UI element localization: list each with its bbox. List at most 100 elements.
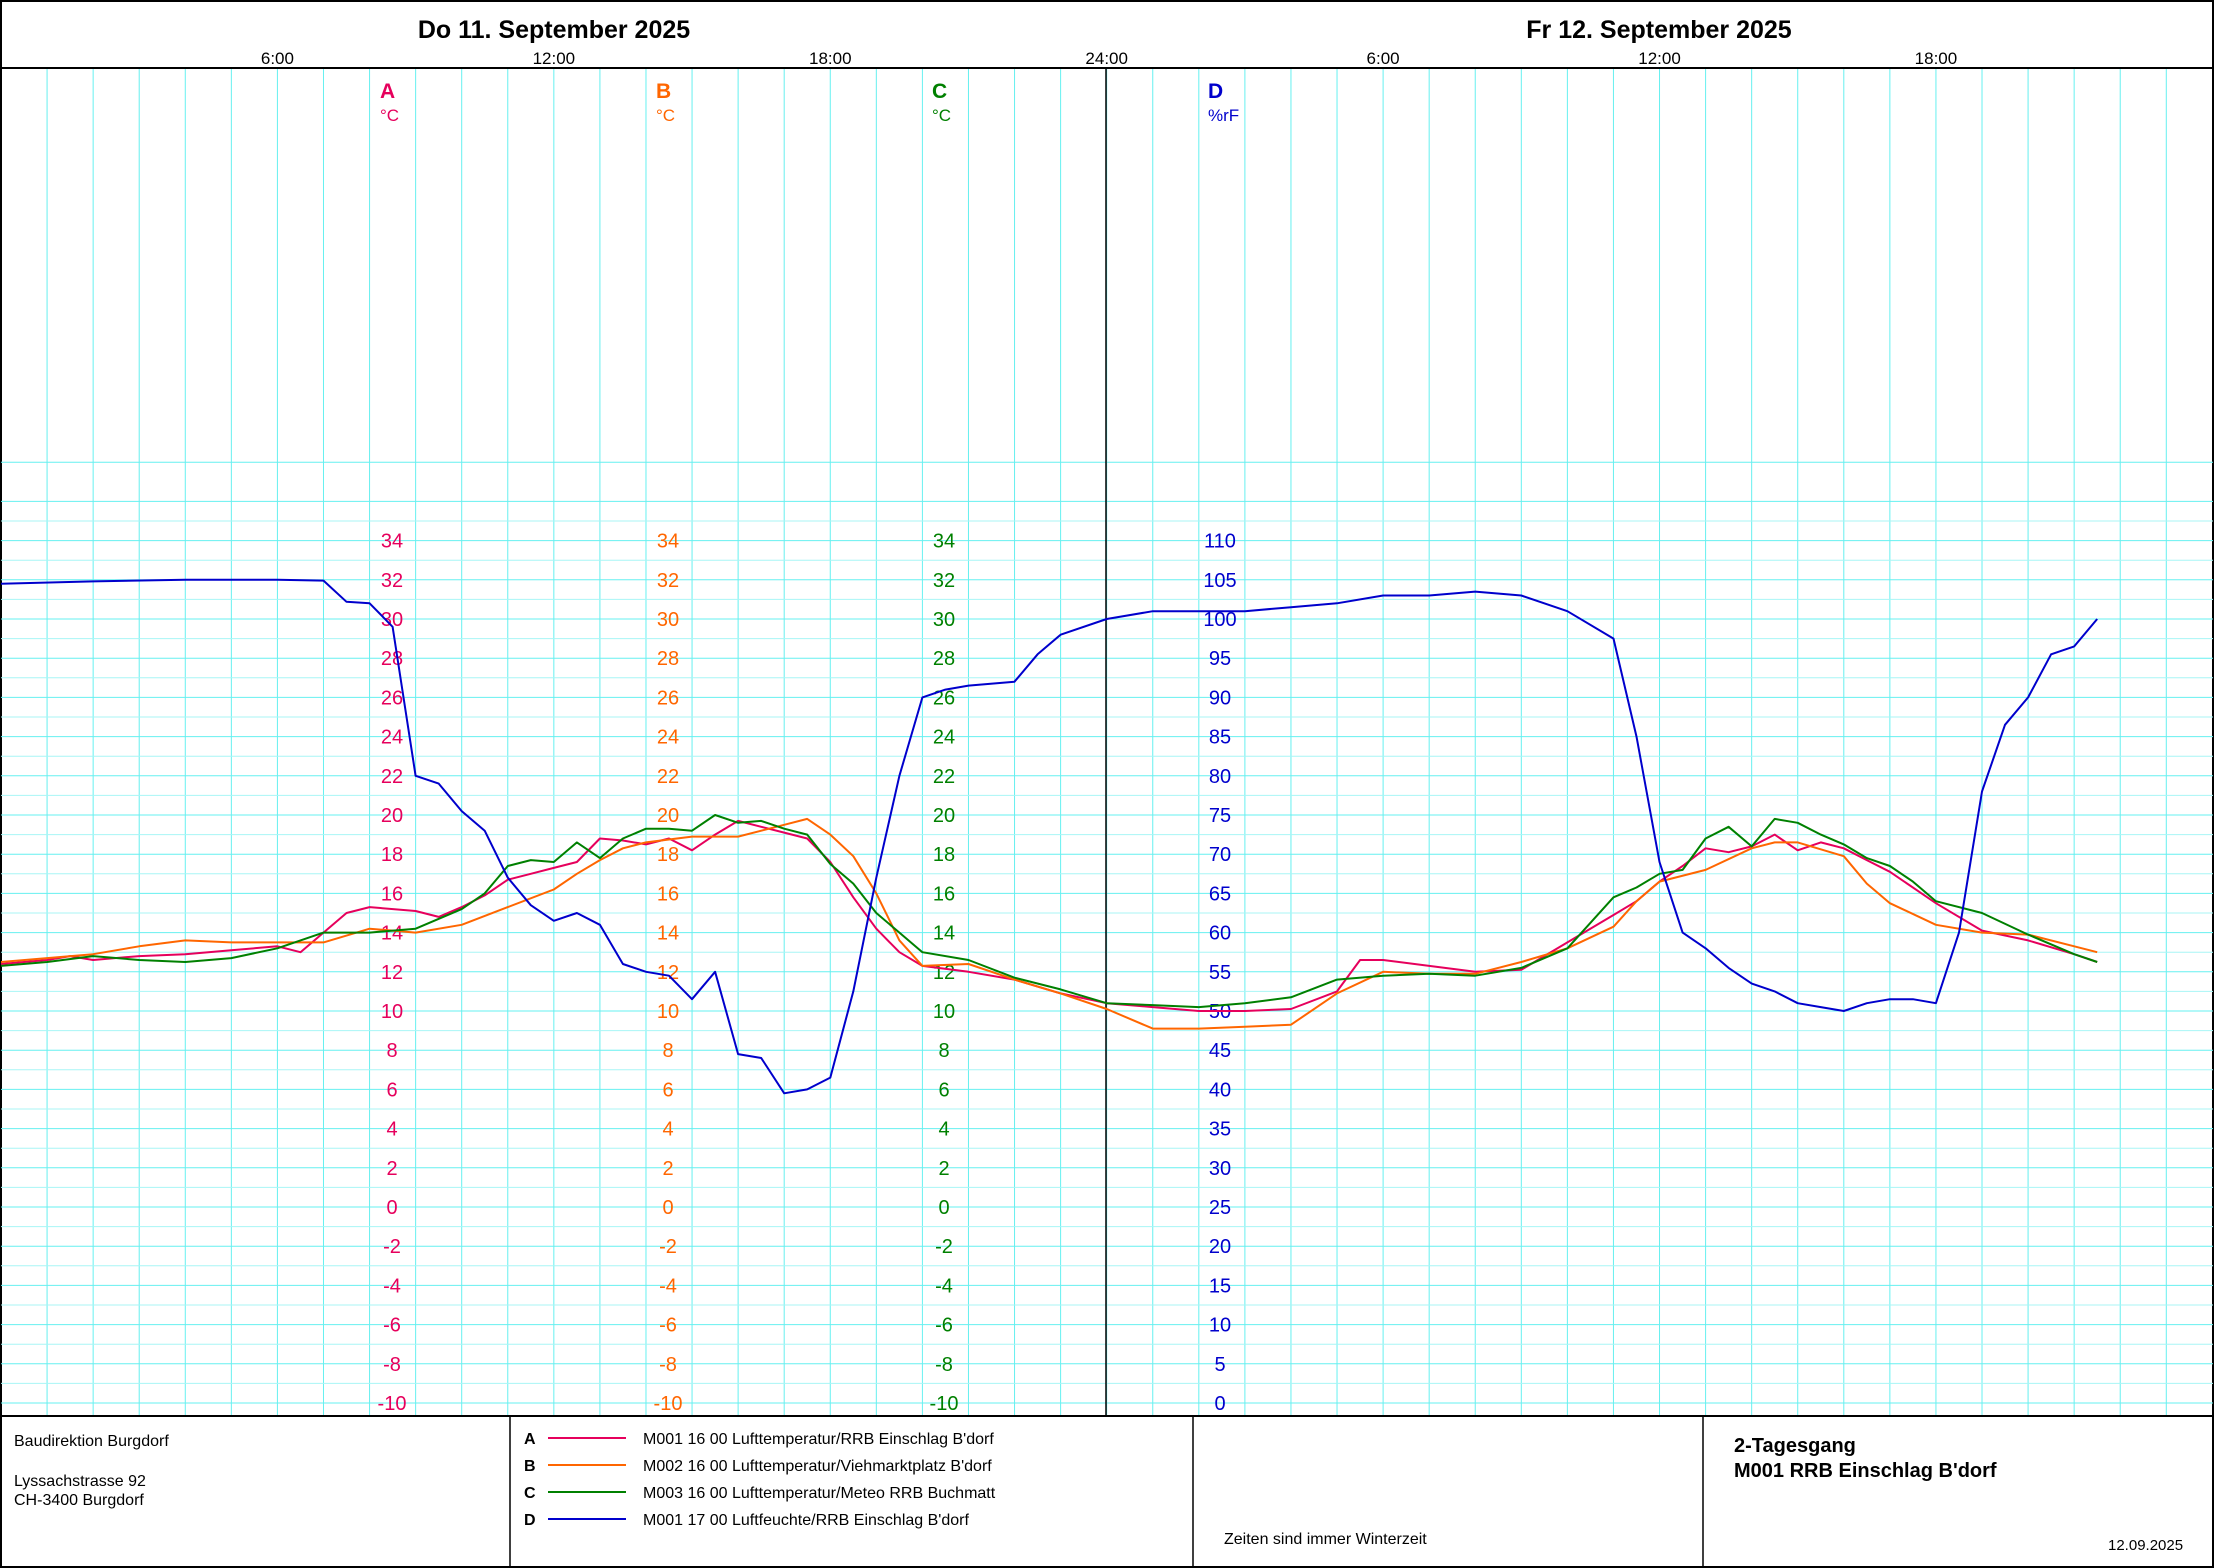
axis-tick-label: 8	[938, 1040, 949, 1062]
axis-tick-label: 8	[386, 1040, 397, 1062]
axis-letter: B	[656, 80, 671, 103]
axis-tick-label: -8	[659, 1354, 677, 1376]
axis-tick-label: 10	[381, 1001, 403, 1023]
axis-tick-label: 24	[933, 727, 955, 749]
axis-tick-label: 70	[1209, 844, 1231, 866]
axis-tick-label: 28	[657, 648, 679, 670]
legend-text: M003 16 00 Lufttemperatur/Meteo RRB Buch…	[643, 1485, 996, 1502]
axis-unit: %rF	[1208, 106, 1239, 125]
axis-tick-label: 16	[381, 883, 403, 905]
axis-tick-label: 40	[1209, 1079, 1231, 1101]
axis-tick-label: -2	[659, 1236, 677, 1258]
axis-unit: °C	[932, 106, 951, 125]
axis-tick-label: 18	[933, 844, 955, 866]
axis-tick-label: 0	[938, 1197, 949, 1219]
axis-tick-label: -6	[383, 1315, 401, 1337]
axis-tick-label: 0	[1214, 1393, 1225, 1415]
print-date: 12.09.2025	[2108, 1537, 2184, 1554]
axis-letter: C	[932, 80, 947, 103]
axis-tick-label: 35	[1209, 1119, 1231, 1141]
axis-tick-label: 45	[1209, 1040, 1231, 1062]
axis-tick-label: 24	[381, 727, 403, 749]
axis-tick-label: 6	[938, 1079, 949, 1101]
axis-tick-label: 22	[657, 766, 679, 788]
axis-tick-label: 5	[1214, 1354, 1225, 1376]
axis-tick-label: 105	[1203, 570, 1236, 592]
legend-letter: C	[524, 1485, 536, 1502]
time-tick-labels: 6:00 12:00 18:00 24:00 6:00 12:00 18:00	[261, 49, 1957, 68]
series-line-C	[0, 814, 2098, 1009]
axis-tick-label: -4	[659, 1275, 677, 1297]
axis-tick-label: 32	[657, 570, 679, 592]
axis-tick-label: 20	[381, 805, 403, 827]
axis-tick-label: 10	[933, 1001, 955, 1023]
legend-letter: D	[524, 1512, 536, 1529]
axis-letter: D	[1208, 80, 1223, 103]
axis-unit: °C	[656, 106, 675, 125]
series-line-B	[0, 817, 2098, 1030]
axis-tick-label: -8	[383, 1354, 401, 1376]
axis-letter: A	[380, 80, 395, 103]
org-name: Baudirektion Burgdorf	[14, 1433, 169, 1450]
axis-tick-label: 8	[662, 1040, 673, 1062]
axis-tick-label: 2	[386, 1158, 397, 1180]
axis-tick-label: -4	[383, 1275, 401, 1297]
axis-tick-label: 30	[1209, 1158, 1231, 1180]
axis-tick-label: 2	[662, 1158, 673, 1180]
chart-title-1: 2-Tagesgang	[1734, 1435, 1856, 1457]
series-line-D	[0, 578, 2098, 1095]
axis-tick-label: -8	[935, 1354, 953, 1376]
axis-tick-label: 14	[933, 923, 955, 945]
axis-tick-label: 32	[381, 570, 403, 592]
axis-tick-label: 4	[386, 1119, 397, 1141]
axis-tick-label: 26	[381, 687, 403, 709]
org-city: CH-3400 Burgdorf	[14, 1492, 144, 1509]
axis-tick-label: 12	[657, 962, 679, 984]
time-tick-label: 18:00	[809, 49, 852, 68]
axis-unit: °C	[380, 106, 399, 125]
time-tick-label: 24:00	[1085, 49, 1128, 68]
axis-tick-label: 90	[1209, 687, 1231, 709]
grid	[1, 68, 2213, 1416]
axis-tick-label: -10	[930, 1393, 959, 1415]
axis-tick-label: 80	[1209, 766, 1231, 788]
axis-tick-label: 0	[386, 1197, 397, 1219]
axis-tick-label: 22	[381, 766, 403, 788]
axis-tick-label: -4	[935, 1275, 953, 1297]
axis-tick-label: 14	[657, 923, 679, 945]
axis-tick-label: 65	[1209, 883, 1231, 905]
legend-letter: A	[524, 1431, 536, 1448]
axis-tick-label: -10	[378, 1393, 407, 1415]
org-street: Lyssachstrasse 92	[14, 1473, 146, 1490]
value-axes: A°C-10-8-6-4-202468101214161820222426283…	[378, 80, 1240, 1415]
axis-tick-label: 60	[1209, 923, 1231, 945]
axis-tick-label: 34	[933, 531, 955, 553]
axis-tick-label: -10	[654, 1393, 683, 1415]
axis-tick-label: 34	[381, 531, 403, 553]
axis-tick-label: 26	[657, 687, 679, 709]
legend-text: M001 16 00 Lufttemperatur/RRB Einschlag …	[643, 1431, 994, 1448]
legend-text: M001 17 00 Luftfeuchte/RRB Einschlag B'd…	[643, 1512, 969, 1529]
axis-tick-label: 4	[662, 1119, 673, 1141]
axis-tick-label: 16	[657, 883, 679, 905]
axis-tick-label: 85	[1209, 727, 1231, 749]
axis-tick-label: 32	[933, 570, 955, 592]
axis-tick-label: 20	[933, 805, 955, 827]
axis-tick-label: 4	[938, 1119, 949, 1141]
day1-title: Do 11. September 2025	[418, 16, 690, 44]
axis-tick-label: 6	[386, 1079, 397, 1101]
axis-tick-label: 30	[381, 609, 403, 631]
axis-tick-label: 34	[657, 531, 679, 553]
axis-tick-label: 30	[933, 609, 955, 631]
axis-tick-label: 24	[657, 727, 679, 749]
axis-tick-label: -6	[659, 1315, 677, 1337]
chart-title-2: M001 RRB Einschlag B'dorf	[1734, 1460, 1997, 1482]
time-tick-label: 12:00	[1638, 49, 1681, 68]
axis-tick-label: 12	[381, 962, 403, 984]
axis-tick-label: 110	[1204, 531, 1236, 553]
axis-tick-label: 6	[662, 1079, 673, 1101]
axis-tick-label: 22	[933, 766, 955, 788]
axis-tick-label: 55	[1209, 962, 1231, 984]
time-tick-label: 12:00	[533, 49, 576, 68]
axis-tick-label: 95	[1209, 648, 1231, 670]
